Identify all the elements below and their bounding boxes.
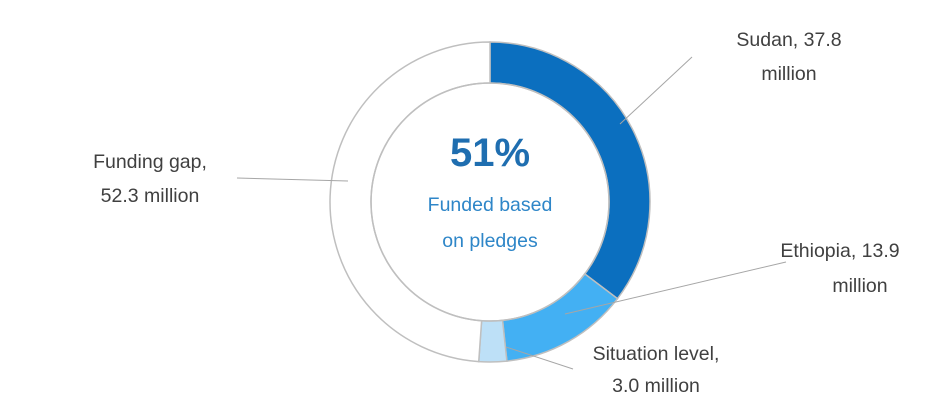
- slice-situation-level: [477, 319, 508, 363]
- leader-line-ethiopia: [564, 261, 787, 315]
- center-caption-line-2: on pledges: [442, 230, 538, 252]
- slice-labels-group: Sudan, 37.8 million Ethiopia, 13.9 million S…: [93, 29, 900, 397]
- leader-line-situation-level: [505, 346, 574, 370]
- label-sudan-line-1: Sudan, 37.8: [736, 29, 841, 51]
- label-funding-gap-line-2: 52.3 million: [101, 185, 200, 207]
- leader-line-sudan: [619, 56, 693, 125]
- leader-line-funding-gap: [236, 177, 349, 182]
- label-ethiopia-line-1: Ethiopia, 13.9: [780, 240, 899, 262]
- label-funding-gap-line-1: Funding gap,: [93, 151, 207, 173]
- center-caption-line-1: Funded based: [428, 194, 553, 216]
- inner-ring: [370, 82, 610, 322]
- label-situation-level-line-2: 3.0 million: [612, 375, 700, 397]
- label-situation-level-line-1: Situation level,: [593, 343, 720, 365]
- label-ethiopia-line-2: million: [832, 275, 887, 297]
- label-sudan-line-2: million: [761, 63, 816, 85]
- leader-lines-group: [236, 56, 787, 370]
- center-percent: 51%: [450, 131, 530, 175]
- center-label: 51% Funded based on pledges: [428, 131, 553, 252]
- slices-group: [329, 41, 651, 363]
